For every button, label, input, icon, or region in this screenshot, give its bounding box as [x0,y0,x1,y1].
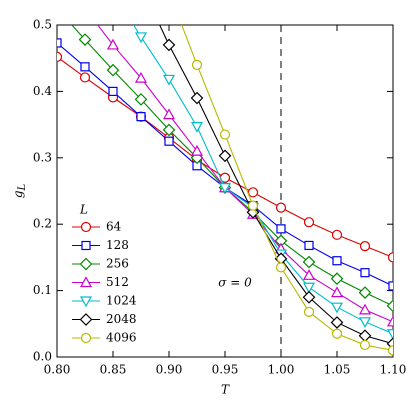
marker [80,62,90,72]
marker [330,316,344,329]
legend-marker [80,221,92,233]
legend-title: L [79,203,88,217]
marker [332,256,342,266]
marker [191,59,203,70]
marker [303,217,315,228]
marker [162,108,176,120]
y-tick-label: 0.0 [33,350,52,364]
marker [219,129,231,140]
marker [303,306,315,317]
marker [247,200,259,211]
marker [388,281,393,291]
marker [275,202,287,213]
y-axis-label-sub: L [17,183,28,191]
marker [106,38,120,50]
marker [78,33,92,46]
marker [330,302,344,314]
x-axis-label: T [221,383,230,397]
marker [358,286,372,299]
y-tick-label: 0.5 [33,18,52,32]
legend-label: 256 [106,257,129,271]
marker [190,121,204,133]
y-tick-label: 0.2 [33,217,52,231]
legend-label: 1024 [106,294,137,308]
marker [134,93,148,106]
x-tick-label: 1.00 [268,363,295,377]
marker [136,112,146,122]
x-tick-label: 0.80 [44,363,71,377]
legend-marker [81,240,91,251]
legend-marker [80,332,92,344]
marker [358,303,372,315]
marker [302,255,316,269]
marker [359,339,371,351]
marker [162,74,176,86]
marker [331,229,343,240]
marker [162,38,176,52]
legend-label: 2048 [106,312,137,326]
marker [108,86,118,97]
marker [302,290,316,304]
marker [134,32,148,44]
marker [162,123,176,137]
marker [164,136,174,146]
legend-marker [79,296,93,308]
marker [80,3,90,12]
marker [387,345,393,356]
marker [247,187,259,198]
marker [360,268,370,278]
y-tick-label: 0.4 [33,84,52,98]
series-line [132,25,393,335]
marker [106,63,120,77]
marker [275,262,287,273]
plot-area [52,3,393,356]
legend-label: 128 [106,238,129,252]
annotation: σ = 0 [218,276,252,290]
marker [358,329,372,343]
series-line [159,25,393,345]
x-tick-label: 1.10 [380,363,407,377]
marker [57,38,62,48]
marker [386,329,393,340]
marker [387,252,393,263]
legend-marker [79,313,93,326]
marker [52,3,63,14]
marker [190,144,204,156]
marker [302,282,316,294]
x-tick-label: 0.85 [100,363,127,377]
marker [57,51,63,62]
x-tick-label: 0.95 [212,363,239,377]
y-tick-label: 0.1 [33,283,52,297]
marker [386,315,393,327]
marker [386,299,393,313]
marker [331,328,343,339]
marker [304,240,314,251]
legend-label: 64 [106,220,122,234]
marker [218,149,232,163]
legend-label: 4096 [106,331,137,345]
x-tick-label: 1.05 [324,363,351,377]
marker [359,241,371,252]
marker [330,272,344,285]
y-axis-label-base: g [11,190,25,198]
marker [79,72,91,83]
marker [218,183,232,194]
legend-label: 512 [106,275,129,289]
x-tick-label: 0.90 [156,363,183,377]
marker [190,91,204,105]
marker [358,317,372,329]
y-axis-label: gL [11,183,28,198]
marker [330,286,344,298]
marker [276,224,286,234]
y-tick-label: 0.3 [33,150,52,164]
legend-marker [79,257,93,271]
marker [134,71,148,83]
marker [302,269,316,280]
legend-marker [79,276,93,288]
